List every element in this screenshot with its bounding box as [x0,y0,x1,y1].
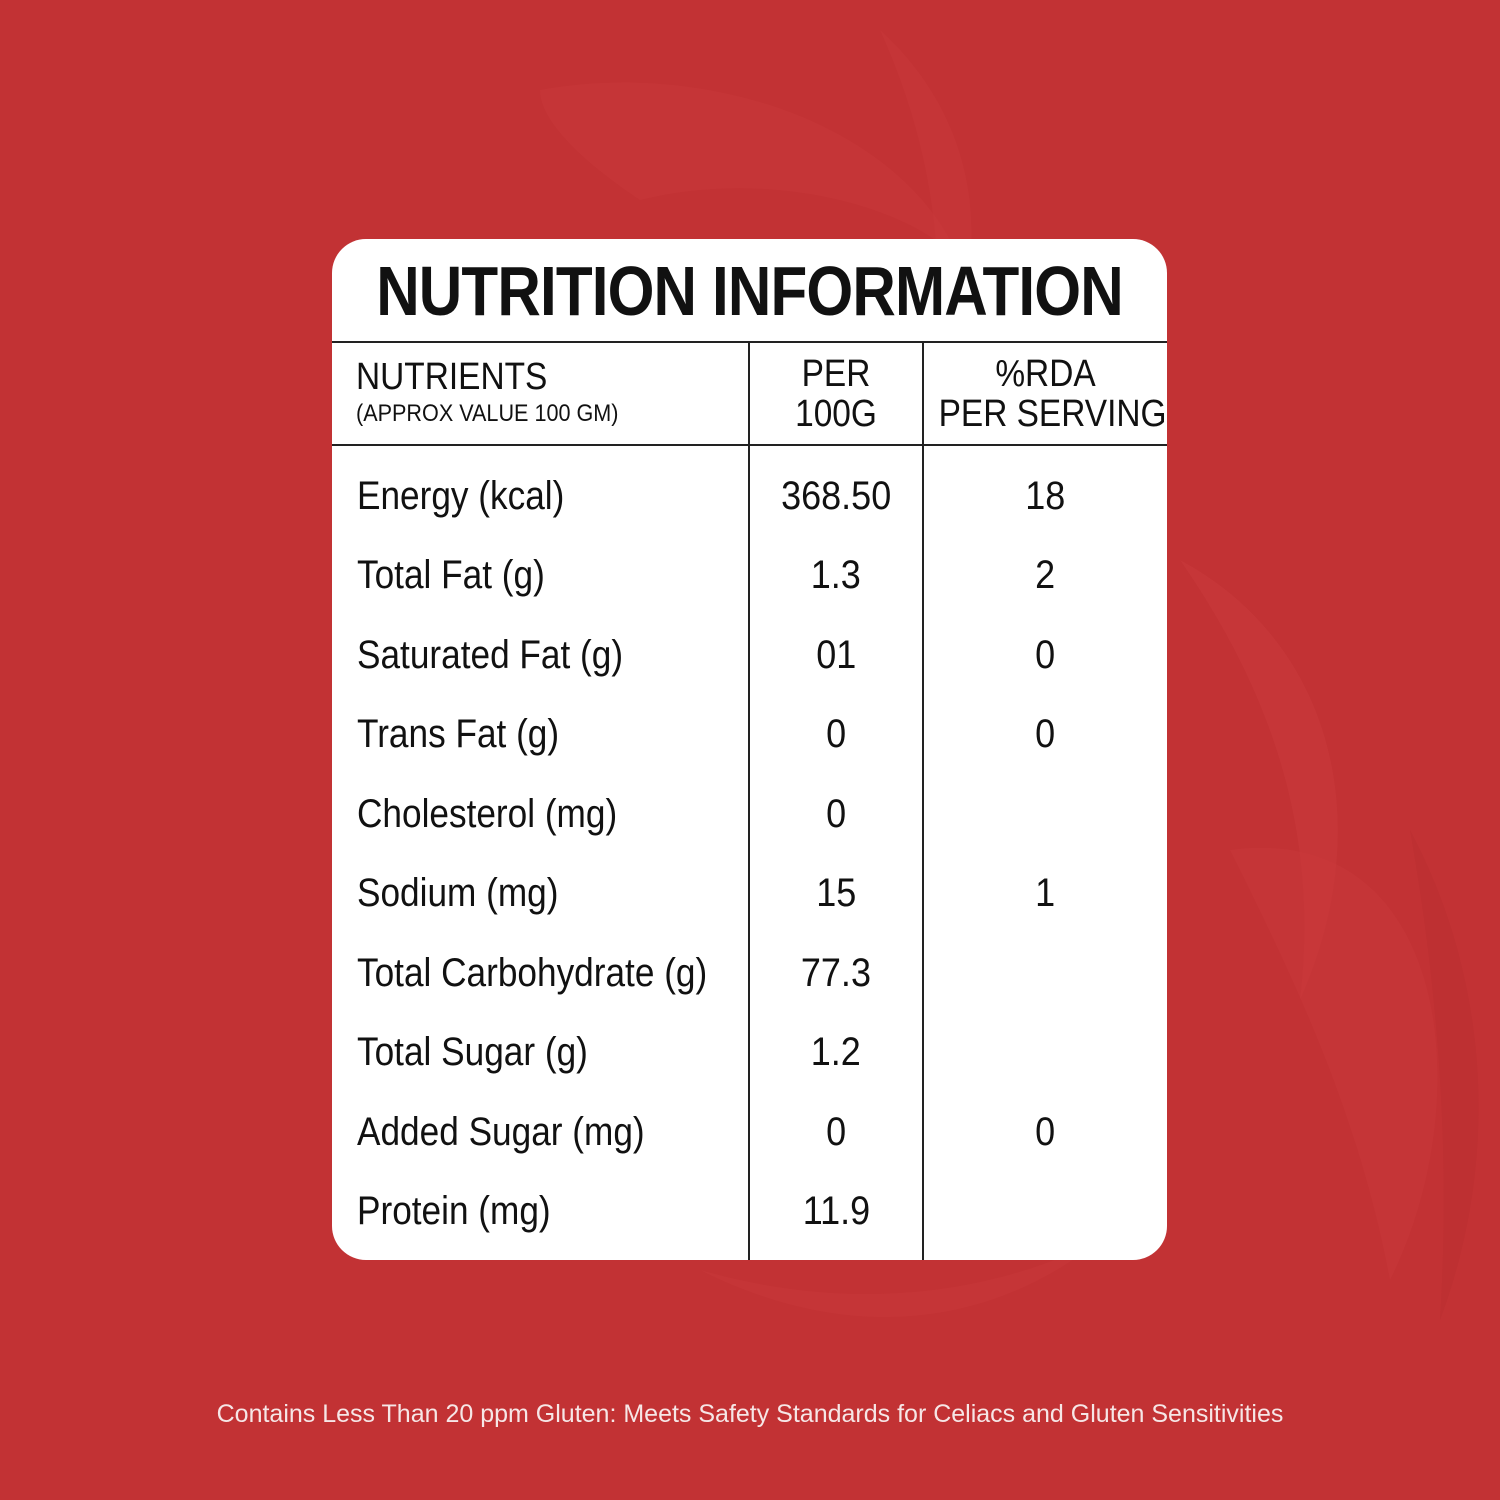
per-100g-value: 01 [815,633,857,677]
table-row: Trans Fat (g) 0 0 [332,695,1167,774]
nutrient-name: Energy (kcal) [357,474,565,518]
rda-header-line1: %RDA [995,353,1096,395]
nutrient-name: Protein (mg) [357,1189,551,1233]
per-100g-cell: 01 [750,616,922,695]
rda-cell: 0 [924,616,1167,695]
per-100g-value: 0 [825,712,847,756]
nutrient-name-cell: Energy (kcal) [357,457,747,536]
rda-value: 18 [1025,474,1066,518]
table-row: Saturated Fat (g) 01 0 [332,616,1167,695]
rda-cell [924,1013,1167,1092]
per-100g-cell: 0 [750,775,922,854]
rda-value: 0 [1035,712,1056,756]
panel-title: NUTRITION INFORMATION [376,251,1123,330]
per-header-line1: PER [801,353,871,395]
per-header-line2: 100G [795,393,877,435]
rda-cell: 0 [924,695,1167,774]
nutrient-name-cell: Total Fat (g) [357,536,747,615]
column-divider-2 [922,342,924,1260]
table-row: Total Sugar (g) 1.2 [332,1013,1167,1092]
nutrients-header-sublabel: (APPROX VALUE 100 GM) [356,400,619,427]
per-100g-value: 0 [825,792,847,836]
nutrient-name: Cholesterol (mg) [357,792,618,836]
rda-cell [924,775,1167,854]
rda-cell: 18 [924,457,1167,536]
per-100g-value: 0 [825,1110,847,1154]
per-100g-cell: 0 [750,695,922,774]
nutrient-name-cell: Total Carbohydrate (g) [357,934,747,1013]
nutrients-column-header: NUTRIENTS (APPROX VALUE 100 GM) [356,356,746,428]
rda-value: 1 [1035,871,1056,915]
table-row: Total Fat (g) 1.3 2 [332,536,1167,615]
nutrient-name: Trans Fat (g) [357,712,560,756]
per-100g-value: 1.2 [810,1030,862,1074]
nutrient-name: Total Carbohydrate (g) [357,951,708,995]
nutrient-name-cell: Total Sugar (g) [357,1013,747,1092]
table-row: Added Sugar (mg) 0 0 [332,1093,1167,1172]
nutrient-name: Total Fat (g) [357,553,545,597]
nutrient-name-cell: Added Sugar (mg) [357,1093,747,1172]
per-100g-cell: 15 [750,854,922,933]
per-100g-cell: 368.50 [750,457,922,536]
nutrient-name: Added Sugar (mg) [357,1110,645,1154]
per-100g-cell: 77.3 [750,934,922,1013]
per-100g-cell: 11.9 [750,1172,922,1251]
nutrient-name-cell: Sodium (mg) [357,854,747,933]
table-row: Energy (kcal) 368.50 18 [332,457,1167,536]
per-100g-value: 1.3 [810,553,862,597]
table-row: Cholesterol (mg) 0 [332,775,1167,854]
nutrients-header-label: NUTRIENTS [356,356,548,398]
rda-cell: 1 [924,854,1167,933]
table-row: Total Carbohydrate (g) 77.3 [332,934,1167,1013]
table-row: Sodium (mg) 15 1 [332,854,1167,933]
rda-cell [924,934,1167,1013]
rda-value: 0 [1035,1110,1056,1154]
rda-cell: 0 [924,1093,1167,1172]
rda-cell: 2 [924,536,1167,615]
nutrient-name: Total Sugar (g) [357,1030,588,1074]
per-100g-cell: 1.2 [750,1013,922,1092]
per-100g-value: 77.3 [800,951,872,995]
nutrient-name-cell: Trans Fat (g) [357,695,747,774]
nutrient-name: Sodium (mg) [357,871,559,915]
per-100g-cell: 0 [750,1093,922,1172]
per-100g-value: 11.9 [802,1189,870,1233]
table-row: Protein (mg) 11.9 [332,1172,1167,1251]
per-100g-column-header: PER 100G [750,354,922,434]
rda-value: 2 [1035,553,1056,597]
rda-cell [924,1172,1167,1251]
column-divider-1 [748,342,750,1260]
rda-value: 0 [1035,633,1056,677]
rda-column-header: %RDA PER SERVING [924,354,1167,434]
gluten-disclaimer: Contains Less Than 20 ppm Gluten: Meets … [216,1400,1284,1428]
per-100g-value: 15 [815,871,857,915]
nutrition-panel: NUTRITION INFORMATION NUTRIENTS (APPROX … [332,239,1167,1260]
nutrient-name: Saturated Fat (g) [357,633,624,677]
nutrient-name-cell: Saturated Fat (g) [357,616,747,695]
nutrient-name-cell: Cholesterol (mg) [357,775,747,854]
nutrient-name-cell: Protein (mg) [357,1172,747,1251]
per-100g-cell: 1.3 [750,536,922,615]
rda-header-line2: PER SERVING [938,393,1167,435]
per-100g-value: 368.50 [780,474,892,518]
